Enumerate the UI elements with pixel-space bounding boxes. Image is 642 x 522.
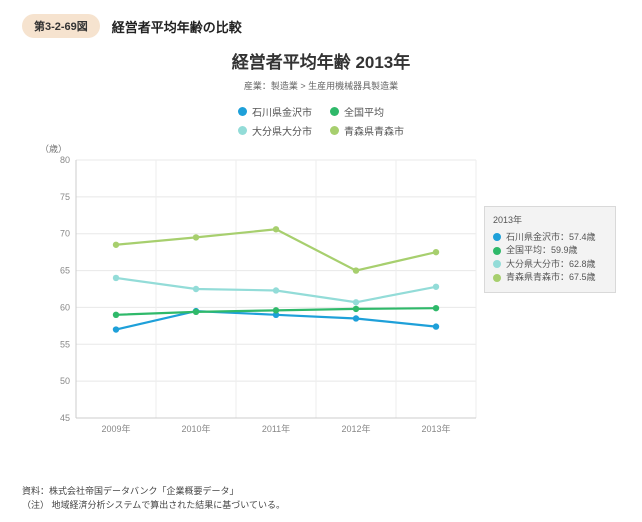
tooltip-dot-icon (493, 274, 501, 282)
figure-title: 経営者平均年齢の比較 (112, 17, 242, 36)
svg-text:45: 45 (60, 413, 70, 423)
tooltip-year: 2013年 (493, 214, 607, 228)
svg-text:70: 70 (60, 229, 70, 239)
footer-notes: 資料：株式会社帝国データバンク「企業概要データ」 （注） 地域経済分析システムで… (22, 485, 285, 512)
tooltip-label: 青森県青森市：67.5歳 (506, 271, 596, 285)
legend-dot-icon (330, 126, 339, 135)
legend-dot-icon (238, 107, 247, 116)
source-line: 資料：株式会社帝国データバンク「企業概要データ」 (22, 485, 285, 499)
legend-dot-icon (330, 107, 339, 116)
legend-label: 大分県大分市 (252, 123, 312, 138)
tooltip-row: 青森県青森市：67.5歳 (493, 271, 607, 285)
tooltip-row: 石川県金沢市：57.4歳 (493, 231, 607, 245)
svg-text:60: 60 (60, 302, 70, 312)
tooltip-label: 大分県大分市：62.8歳 (506, 258, 596, 272)
svg-text:2013年: 2013年 (421, 423, 450, 434)
tooltip-callout: 2013年 石川県金沢市：57.4歳 全国平均：59.9歳 大分県大分市：62.… (484, 206, 616, 293)
plot-area: （歳） 45505560657075802009年2010年2011年2012年… (36, 146, 606, 446)
chart-title: 経営者平均年齢 2013年 (22, 48, 620, 73)
tooltip-label: 全国平均：59.9歳 (506, 244, 578, 258)
source-text: 株式会社帝国データバンク「企業概要データ」 (49, 486, 238, 496)
svg-text:2012年: 2012年 (341, 423, 370, 434)
source-label: 資料： (22, 486, 49, 496)
tooltip-dot-icon (493, 247, 501, 255)
note-line: （注） 地域経済分析システムで算出された結果に基づいている。 (22, 499, 285, 513)
legend-label: 青森県青森市 (344, 123, 404, 138)
note-text: 地域経済分析システムで算出された結果に基づいている。 (52, 500, 285, 510)
svg-text:75: 75 (60, 192, 70, 202)
legend-item: 石川県金沢市 (238, 104, 312, 119)
tooltip-row: 全国平均：59.9歳 (493, 244, 607, 258)
page: 第3-2-69図 経営者平均年齢の比較 経営者平均年齢 2013年 産業：製造業… (0, 0, 642, 522)
figure-header: 第3-2-69図 経営者平均年齢の比較 (22, 14, 620, 38)
legend-item: 大分県大分市 (238, 123, 312, 138)
legend: 石川県金沢市 大分県大分市 全国平均 青森県青森市 (22, 104, 620, 138)
svg-text:50: 50 (60, 376, 70, 386)
figure-badge: 第3-2-69図 (22, 14, 100, 38)
line-chart-svg: 45 50 55 60 65 70 75 80 2009年 2010年 2011年 2012年 2013… (36, 146, 606, 446)
legend-dot-icon (238, 126, 247, 135)
svg-text:55: 55 (60, 339, 70, 349)
tooltip-dot-icon (493, 233, 501, 241)
svg-text:2010年: 2010年 (181, 423, 210, 434)
chart-subtitle: 産業：製造業 > 生産用機械器具製造業 (22, 79, 620, 92)
svg-text:65: 65 (60, 266, 70, 276)
legend-label: 全国平均 (344, 104, 384, 119)
tooltip-row: 大分県大分市：62.8歳 (493, 258, 607, 272)
tooltip-dot-icon (493, 260, 501, 268)
note-label: （注） (22, 500, 49, 510)
svg-text:2009年: 2009年 (101, 423, 130, 434)
legend-item: 青森県青森市 (330, 123, 404, 138)
tooltip-label: 石川県金沢市：57.4歳 (506, 231, 596, 245)
legend-item: 全国平均 (330, 104, 404, 119)
svg-text:80: 80 (60, 155, 70, 165)
svg-text:2011年: 2011年 (262, 423, 290, 434)
legend-label: 石川県金沢市 (252, 104, 312, 119)
